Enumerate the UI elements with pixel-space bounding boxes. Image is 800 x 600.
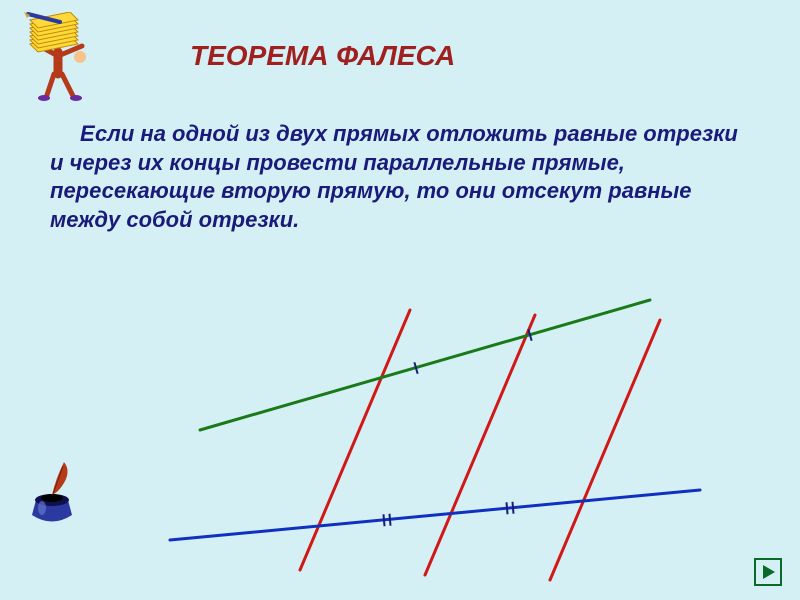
next-button[interactable] [754,558,782,586]
thales-diagram [0,0,800,600]
